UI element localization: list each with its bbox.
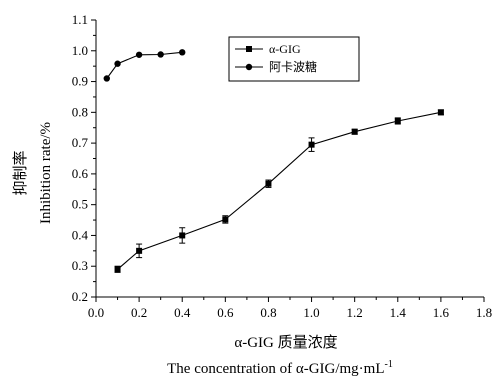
data-point-series-2 xyxy=(179,49,186,56)
x-tick-label: 0.0 xyxy=(88,305,104,320)
y-axis-title-cn: 抑制率 xyxy=(12,150,29,195)
x-tick-label: 0.2 xyxy=(131,305,147,320)
data-point-series-1 xyxy=(394,117,401,124)
x-tick-label: 1.0 xyxy=(303,305,319,320)
legend-box xyxy=(228,36,360,82)
data-point-series-1 xyxy=(265,180,272,187)
legend-marker-1 xyxy=(246,46,252,52)
y-tick-label: 0.3 xyxy=(72,258,88,273)
data-point-series-1 xyxy=(136,247,143,254)
data-point-series-1 xyxy=(437,109,444,116)
y-tick-label: 0.5 xyxy=(72,197,88,212)
x-axis-title-en-main: The concentration of α-GIG/mg·mL xyxy=(167,361,384,377)
data-point-series-1 xyxy=(114,266,121,273)
data-point-series-1 xyxy=(308,141,315,148)
legend-label-2: 阿卡波糖 xyxy=(269,59,317,74)
x-axis-title-cn: α-GIG 质量浓度 xyxy=(234,334,337,351)
data-point-series-2 xyxy=(114,60,121,67)
x-tick-label: 1.2 xyxy=(347,305,363,320)
y-tick-label: 0.7 xyxy=(72,135,89,150)
y-tick-label: 0.6 xyxy=(72,166,89,181)
y-tick-label: 0.2 xyxy=(72,289,88,304)
y-tick-label: 1.0 xyxy=(72,43,88,58)
data-point-series-1 xyxy=(351,128,358,135)
series-line-1 xyxy=(117,111,442,270)
legend-label-1: α-GIG xyxy=(269,42,301,56)
x-axis-title-en: The concentration of α-GIG/mg·mL-1 xyxy=(167,359,393,377)
y-tick-label: 0.8 xyxy=(72,104,88,119)
data-point-series-2 xyxy=(157,51,164,58)
x-tick-label: 1.8 xyxy=(476,305,492,320)
plot-layer: 0.0 0.2 0.4 0.6 0.8 1.0 1.2 1.4 1.6 1.80.20.30.40… xyxy=(72,12,492,320)
y-axis-title-en: Inhibition rate/% xyxy=(38,122,54,224)
data-point-series-2 xyxy=(135,51,143,58)
data-point-series-2 xyxy=(103,75,110,82)
y-tick-label: 1.1 xyxy=(72,12,88,27)
data-point-series-1 xyxy=(179,232,186,239)
x-tick-label: 0.8 xyxy=(260,305,276,320)
x-tick-label: 1.6 xyxy=(433,305,450,320)
y-tick-label: 0.9 xyxy=(72,74,88,89)
x-tick-label: 0.4 xyxy=(174,305,191,320)
data-point-series-1 xyxy=(222,216,229,223)
legend-marker-2 xyxy=(245,63,253,71)
x-tick-label: 1.4 xyxy=(390,305,407,320)
y-tick-label: 0.4 xyxy=(72,227,89,242)
x-tick-label: 0.6 xyxy=(217,305,234,320)
x-axis-title-en-superscript: -1 xyxy=(385,359,393,370)
